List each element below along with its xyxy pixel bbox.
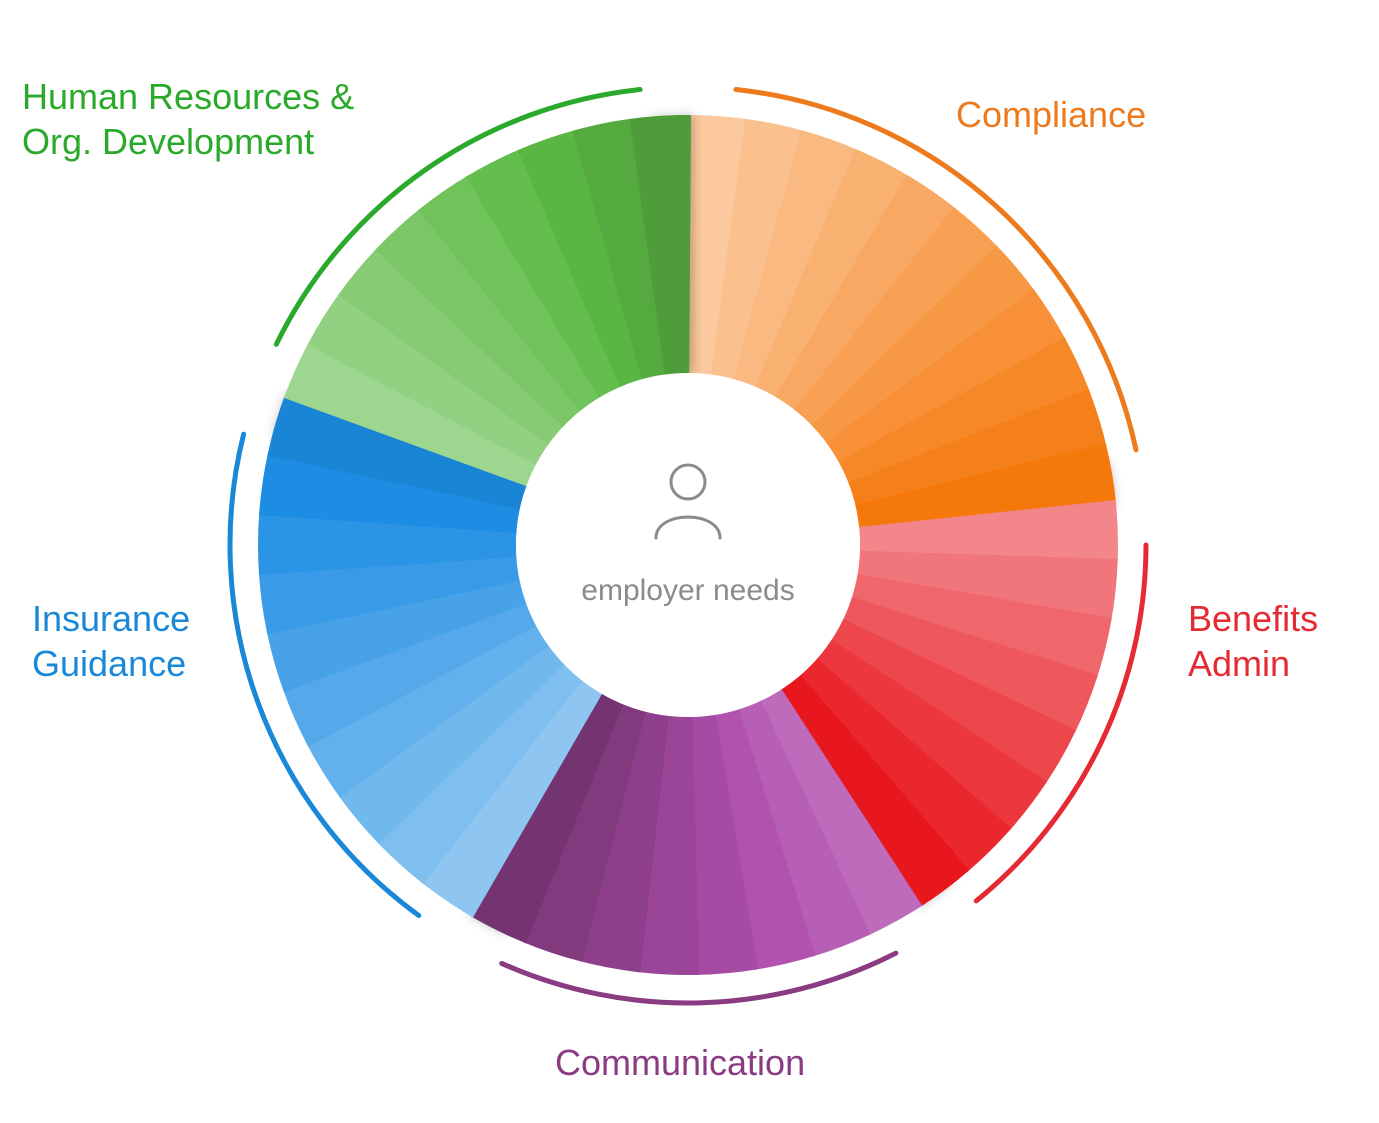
- hub: [516, 373, 860, 717]
- center-label: employer needs: [581, 574, 794, 607]
- label-benefits: Benefits Admin: [1188, 596, 1318, 686]
- label-hr: Human Resources & Org. Development: [22, 74, 354, 164]
- employer-needs-wheel: employer needs Compliance Benefits Admin…: [0, 0, 1379, 1123]
- label-communication: Communication: [555, 1040, 805, 1085]
- label-compliance: Compliance: [956, 92, 1146, 137]
- wheel-svg: employer needs: [0, 0, 1379, 1123]
- label-insurance: Insurance Guidance: [32, 596, 190, 686]
